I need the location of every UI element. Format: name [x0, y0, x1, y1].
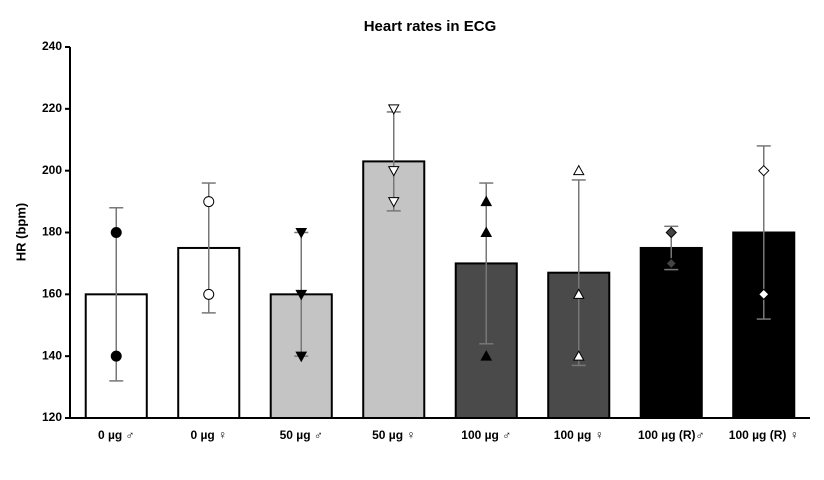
data-point [572, 288, 585, 299]
data-point [758, 164, 770, 177]
y-tick-label: 200 [42, 163, 62, 177]
data-point [665, 257, 677, 270]
x-tick-label: 100 µg (R) ♀ [729, 428, 799, 442]
data-point [572, 350, 585, 361]
y-tick-label: 240 [42, 39, 62, 53]
data-point [480, 226, 493, 237]
data-point [203, 196, 215, 208]
data-point [572, 164, 585, 176]
y-tick-label: 160 [42, 287, 62, 301]
data-point [203, 288, 215, 300]
data-point [387, 166, 400, 177]
x-tick-label: 0 µg ♀ [190, 428, 227, 442]
data-point [110, 350, 122, 362]
y-tick-label: 120 [42, 410, 62, 424]
data-point [758, 288, 770, 301]
data-point [295, 228, 308, 239]
x-tick-label: 50 µg ♀ [372, 428, 415, 442]
bar [639, 246, 703, 419]
data-point [480, 195, 493, 207]
x-tick-label: 100 µg ♂ [461, 428, 511, 442]
y-tick-label: 220 [42, 101, 62, 115]
x-tick-label: 100 µg ♀ [554, 428, 604, 442]
x-tick-label: 0 µg ♂ [98, 428, 135, 442]
data-point [480, 350, 493, 361]
data-point [295, 351, 308, 363]
y-tick-label: 140 [42, 348, 62, 362]
data-point [110, 227, 122, 238]
x-tick-label: 50 µg ♂ [280, 428, 323, 442]
y-tick-label: 180 [42, 225, 62, 239]
y-axis-label: HR (bpm) [13, 203, 28, 262]
x-tick-label: 100 µg (R)♂ [638, 428, 705, 442]
chart-title: Heart rates in ECG [364, 18, 497, 35]
data-point [387, 104, 400, 115]
data-point [387, 197, 400, 208]
data-point [295, 289, 308, 301]
data-point [665, 226, 677, 239]
